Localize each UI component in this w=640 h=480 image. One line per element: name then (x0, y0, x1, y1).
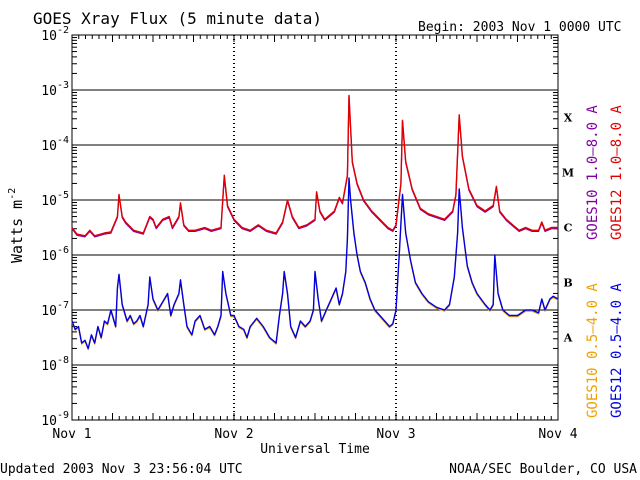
legend-long-channel: GOES10 1.0–8.0 A GOES12 1.0–8.0 A (585, 105, 625, 240)
flare-class-label: C (564, 222, 573, 235)
y-tick-label: 10-3 (41, 80, 69, 99)
y-tick-label: 10-9 (41, 410, 69, 429)
legend-short-channel: GOES10 0.5–4.0 A GOES12 0.5–4.0 A (585, 283, 625, 418)
legend-entry: GOES12 1.0–8.0 A (609, 105, 625, 240)
flare-class-label: B (563, 277, 572, 290)
x-tick-label: Nov 3 (376, 427, 415, 442)
x-tick-label: Nov 2 (214, 427, 253, 442)
y-tick-label: 10-5 (41, 190, 69, 209)
y-axis-label-sup: -2 (7, 188, 18, 200)
y-tick-label: 10-4 (41, 135, 69, 154)
x-tick-labels: Nov 1 Nov 2 Nov 3 Nov 4 (52, 427, 577, 442)
y-axis-label: Watts m-2 (7, 188, 26, 263)
series-line (71, 177, 559, 350)
legend-entry: GOES10 0.5–4.0 A (585, 283, 601, 418)
flare-class-label: A (563, 332, 573, 345)
x-tick-label: Nov 1 (52, 427, 91, 442)
flare-class-label: M (562, 167, 574, 180)
series-line-goes10 (71, 178, 559, 351)
y-tick-label: 10-6 (41, 245, 69, 264)
series-lines (71, 94, 559, 351)
svg-text:Watts m-2: Watts m-2 (7, 188, 26, 263)
y-axis-label-text: Watts m (8, 200, 26, 263)
chart-title: GOES Xray Flux (5 minute data) (33, 9, 322, 28)
flare-class-label: X (564, 112, 573, 125)
y-tick-label: 10-2 (41, 25, 69, 44)
footer-source: NOAA/SEC Boulder, CO USA (449, 462, 637, 477)
footer-updated: Updated 2003 Nov 3 23:56:04 UTC (0, 462, 243, 477)
grid-lines (72, 89, 558, 366)
x-tick-label: Nov 4 (538, 427, 577, 442)
legend-entry: GOES10 1.0–8.0 A (585, 105, 601, 240)
y-tick-label: 10-7 (41, 300, 69, 319)
begin-label: Begin: 2003 Nov 1 0000 UTC (418, 20, 622, 35)
x-axis-label: Universal Time (260, 442, 370, 457)
minor-ticks (71, 35, 559, 420)
flare-class-labels: X M C B A (562, 112, 574, 345)
series-line (71, 94, 558, 237)
y-tick-label: 10-8 (41, 355, 69, 374)
legend-entry: GOES12 0.5–4.0 A (609, 283, 625, 418)
y-tick-labels: 10-2 10-3 10-4 10-5 10-6 10-7 10-8 10-9 (41, 25, 69, 429)
